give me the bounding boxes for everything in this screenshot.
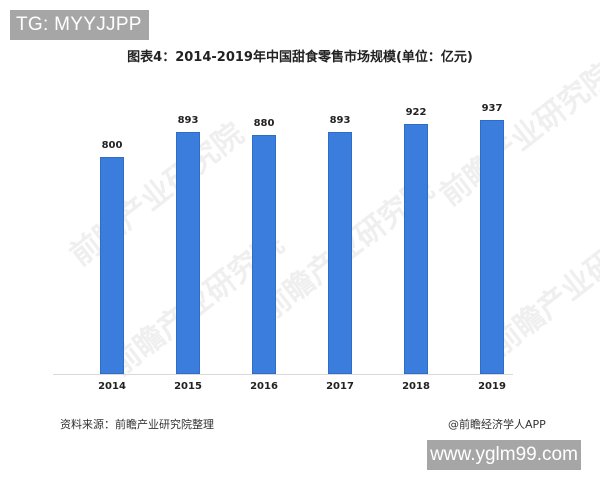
data-label-2015: 893 — [177, 115, 199, 126]
x-tick-label-2015: 2015 — [174, 381, 202, 392]
tg-watermark-badge: TG: MYYJJPP — [10, 10, 149, 40]
bar-2016 — [252, 135, 276, 374]
x-tick-label-2018: 2018 — [402, 381, 430, 392]
data-label-2017: 893 — [329, 115, 351, 126]
data-label-2019: 937 — [481, 103, 503, 114]
data-label-2018: 922 — [405, 107, 427, 118]
bar-2014 — [100, 157, 124, 374]
bar-2018 — [404, 124, 428, 374]
credit-note: @前瞻经济学人APP — [448, 418, 546, 431]
background-watermark: 前瞻产业研究院 — [433, 56, 600, 214]
chart-title: 图表4：2014-2019年中国甜食零售市场规模(单位：亿元) — [127, 50, 473, 65]
background-watermark: 前瞻产业研究院 — [63, 116, 251, 274]
url-watermark-badge: www.yglm99.com — [427, 440, 581, 470]
x-tick-label-2019: 2019 — [478, 381, 506, 392]
source-note: 资料来源：前瞻产业研究院整理 — [60, 418, 214, 431]
x-tick-label-2016: 2016 — [250, 381, 278, 392]
x-axis-line — [53, 374, 513, 375]
bar-2017 — [328, 132, 352, 374]
x-tick-label-2014: 2014 — [98, 381, 126, 392]
data-label-2014: 800 — [101, 140, 123, 151]
x-tick-label-2017: 2017 — [326, 381, 354, 392]
data-label-2016: 880 — [253, 118, 275, 129]
bar-2015 — [176, 132, 200, 374]
bar-2019 — [480, 120, 504, 374]
